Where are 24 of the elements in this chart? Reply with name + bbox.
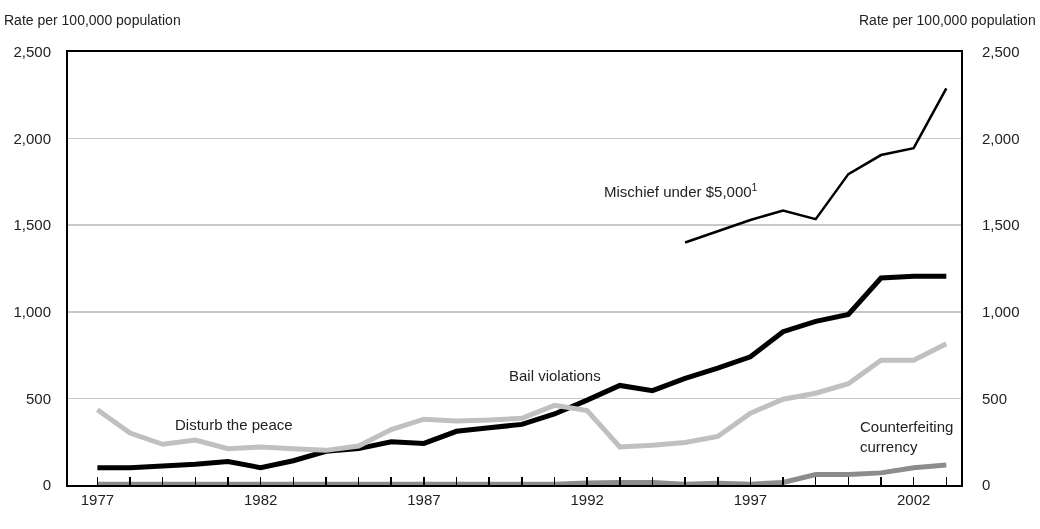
x-tick-label: 1997 — [733, 491, 768, 508]
series-label: Counterfeiting currency — [860, 418, 954, 455]
x-tick-label: 1982 — [243, 491, 278, 508]
y-tick-label: 2,500 — [13, 43, 51, 61]
y-axis-title: Rate per 100,000 population — [4, 12, 181, 28]
x-tick-label: 1987 — [407, 491, 441, 508]
y-tick-label: 0 — [42, 476, 51, 494]
series-label: Mischief under $5,000$^{1}$ — [604, 181, 758, 201]
x-tick-label: 1977 — [80, 491, 115, 508]
y-tick-label: 500 — [25, 389, 51, 407]
x-tick-label: 2002 — [896, 491, 931, 508]
y2-tick-label: 1,000 — [982, 303, 1020, 321]
y2-tick-label: 0 — [982, 476, 991, 494]
series-label: Bail violations — [509, 367, 601, 384]
y2-tick-label: 2,000 — [982, 129, 1020, 147]
y2-tick-label: 2,500 — [982, 43, 1020, 61]
series-label: Disturb the peace — [175, 416, 293, 433]
y2-tick-label: 1,500 — [982, 216, 1020, 234]
x-tick-label: 1992 — [570, 491, 604, 508]
y-tick-label: 1,000 — [13, 303, 51, 321]
y2-axis-title: Rate per 100,000 population — [859, 12, 1036, 28]
y2-tick-label: 500 — [982, 389, 1008, 407]
y-tick-label: 1,500 — [13, 216, 51, 234]
y-tick-label: 2,000 — [13, 129, 51, 147]
